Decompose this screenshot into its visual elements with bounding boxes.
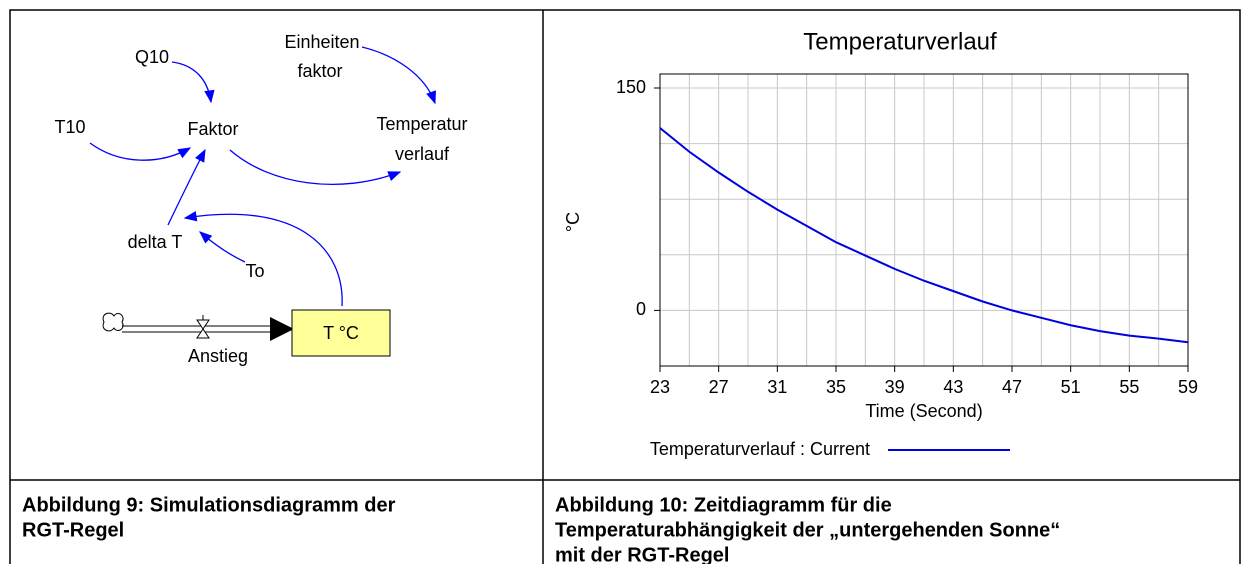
plot-frame xyxy=(659,73,1189,367)
caption: Abbildung 10: Zeitdiagramm für die xyxy=(555,494,892,516)
y-axis-label: °C xyxy=(563,212,583,232)
chart: 0 150 23 27 31 35 39 43 47 51 55 59 xyxy=(616,73,1198,397)
x-tick-label: 43 xyxy=(943,377,963,397)
node-label: delta T xyxy=(128,232,183,252)
y-tick-label: 0 xyxy=(636,299,646,319)
caption: mit der RGT-Regel xyxy=(555,544,729,564)
x-tick-label: 27 xyxy=(709,377,729,397)
x-tick-label: 51 xyxy=(1061,377,1081,397)
chart-title: Temperaturverlauf xyxy=(803,28,997,55)
caption: RGT-Regel xyxy=(22,519,124,541)
x-tick-label: 47 xyxy=(1002,377,1022,397)
node-label: Faktor xyxy=(187,119,238,139)
stock-box xyxy=(291,309,391,357)
node-label: To xyxy=(245,261,264,281)
caption: Temperaturabhängigkeit der „untergehende… xyxy=(555,519,1060,541)
node-label: Temperatur xyxy=(376,114,467,134)
data-line xyxy=(659,127,1189,344)
x-tick-label: 55 xyxy=(1119,377,1139,397)
x-axis-label: Time (Second) xyxy=(865,401,982,421)
node-label: T10 xyxy=(54,117,85,137)
x-tick-label: 59 xyxy=(1178,377,1198,397)
table-border xyxy=(9,9,1241,569)
node-label: Q10 xyxy=(135,47,169,67)
x-tick-label: 39 xyxy=(885,377,905,397)
diagram-arrows xyxy=(89,46,436,307)
node-label: Anstieg xyxy=(188,346,248,366)
x-tick-label: 23 xyxy=(650,377,670,397)
x-tick-label: 35 xyxy=(826,377,846,397)
node-label: T °C xyxy=(323,323,359,343)
legend-label: Temperaturverlauf : Current xyxy=(650,439,870,459)
caption: Abbildung 9: Simulationsdiagramm der xyxy=(22,494,396,516)
node-label: verlauf xyxy=(395,144,450,164)
node-label: Einheiten xyxy=(284,32,359,52)
x-tick-label: 31 xyxy=(767,377,787,397)
y-tick-label: 150 xyxy=(616,77,646,97)
flow xyxy=(102,312,294,341)
node-label: faktor xyxy=(297,61,342,81)
